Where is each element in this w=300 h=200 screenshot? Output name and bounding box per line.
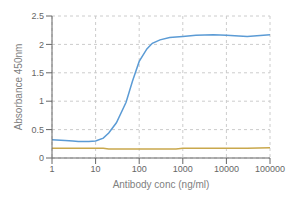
svg-text:10000: 10000	[214, 164, 239, 174]
svg-text:10: 10	[91, 164, 101, 174]
svg-text:100: 100	[132, 164, 147, 174]
svg-text:2.5: 2.5	[31, 11, 44, 21]
svg-text:Absorbance 450nm: Absorbance 450nm	[13, 44, 24, 131]
svg-text:0: 0	[39, 153, 44, 163]
svg-text:2: 2	[39, 40, 44, 50]
svg-text:1: 1	[49, 164, 54, 174]
svg-text:1.5: 1.5	[31, 68, 44, 78]
svg-text:Antibody conc (ng/ml): Antibody conc (ng/ml)	[113, 179, 210, 190]
svg-text:1: 1	[39, 96, 44, 106]
svg-text:0.5: 0.5	[31, 125, 44, 135]
svg-text:100000: 100000	[255, 164, 285, 174]
svg-text:1000: 1000	[173, 164, 193, 174]
